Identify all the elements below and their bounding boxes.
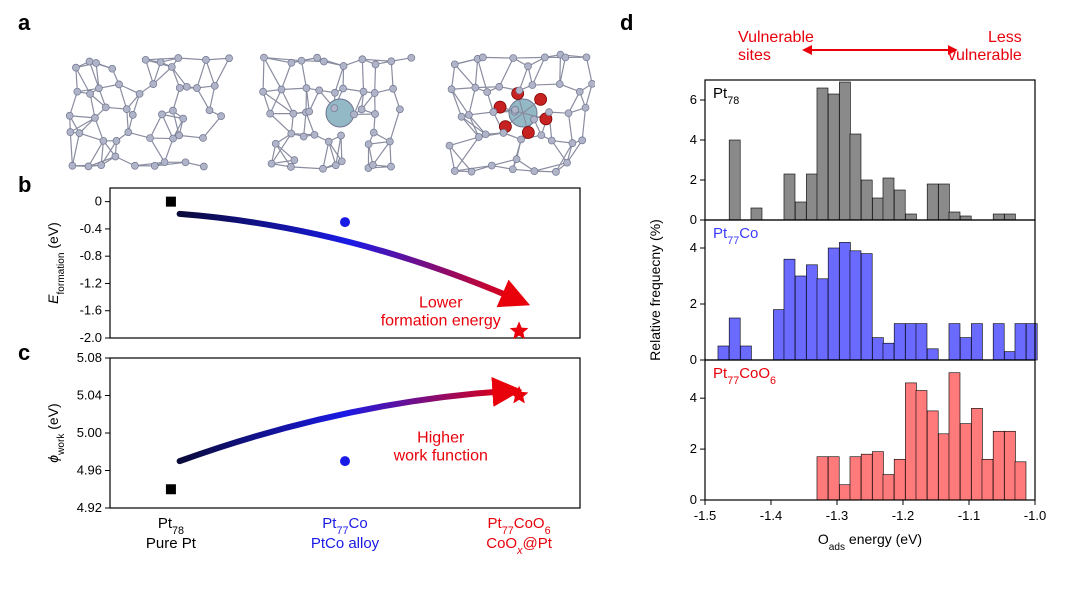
panel-d-label: d [620,10,633,36]
svg-text:0: 0 [690,492,697,507]
svg-text:-1.3: -1.3 [826,508,848,523]
svg-text:-1.1: -1.1 [958,508,980,523]
panel-b: 0 -0.4 -0.8 -1.2 -1.6 -2.0 Eformation (eV) Lowe… [40,180,600,345]
svg-text:-1.5: -1.5 [694,508,716,523]
svg-text:0: 0 [95,194,102,209]
svg-text:-1.6: -1.6 [80,303,102,318]
svg-text:-1.4: -1.4 [760,508,782,523]
svg-text:Pt77CoO6: Pt77CoO6 [488,515,551,537]
svg-text:4.92: 4.92 [77,500,102,515]
svg-text:Pure Pt: Pure Pt [146,535,197,552]
svg-text:4: 4 [690,132,697,147]
svg-text:Pt77Co: Pt77Co [322,515,367,537]
svg-text:Oads energy (eV): Oads energy (eV) [818,531,922,553]
svg-text:4.96: 4.96 [77,463,102,478]
svg-text:Vulnerable: Vulnerable [738,29,814,46]
svg-text:6: 6 [690,92,697,107]
svg-text:ϕwork (eV): ϕwork (eV) [45,403,67,462]
svg-text:Relative frequecny (%): Relative frequecny (%) [647,219,663,361]
svg-text:-1.0: -1.0 [1024,508,1046,523]
svg-text:-2.0: -2.0 [80,330,102,345]
panel-c: 4.92 4.96 5.00 5.04 5.08 ϕwork (eV) Higherwork… [40,350,600,580]
svg-text:Pt78: Pt78 [158,515,184,537]
svg-text:-1.2: -1.2 [892,508,914,523]
svg-text:Less: Less [988,29,1022,46]
panel-c-label: c [18,340,30,366]
svg-text:PtCo alloy: PtCo alloy [311,535,380,552]
svg-text:5.08: 5.08 [77,350,102,365]
svg-text:2: 2 [690,172,697,187]
svg-text:0: 0 [690,352,697,367]
svg-text:sites: sites [738,47,771,64]
svg-text:Pt77Co: Pt77Co [713,225,758,247]
svg-text:Eformation (eV): Eformation (eV) [45,222,67,304]
svg-text:2: 2 [690,441,697,456]
svg-text:2: 2 [690,296,697,311]
svg-text:-1.2: -1.2 [80,275,102,290]
panel-d: Vulnerablesites Lessvulnerable 0 2 4 6 Pt78 0 2 4… [640,22,1070,582]
svg-text:4: 4 [690,240,697,255]
svg-text:vulnerable: vulnerable [948,47,1022,64]
svg-text:5.00: 5.00 [77,425,102,440]
svg-text:Pt77CoO6: Pt77CoO6 [713,365,776,387]
svg-text:0: 0 [690,212,697,227]
svg-text:formation energy: formation energy [381,312,501,329]
svg-text:Lower: Lower [419,294,463,311]
svg-text:-0.4: -0.4 [80,221,102,236]
svg-text:work function: work function [393,447,488,464]
panel-a [25,18,595,178]
svg-text:4: 4 [690,390,697,405]
svg-text:CoOx@Pt: CoOx@Pt [486,535,552,557]
svg-text:5.04: 5.04 [77,388,102,403]
svg-text:Pt78: Pt78 [713,85,739,107]
svg-text:Higher: Higher [417,429,465,446]
svg-text:-0.8: -0.8 [80,248,102,263]
